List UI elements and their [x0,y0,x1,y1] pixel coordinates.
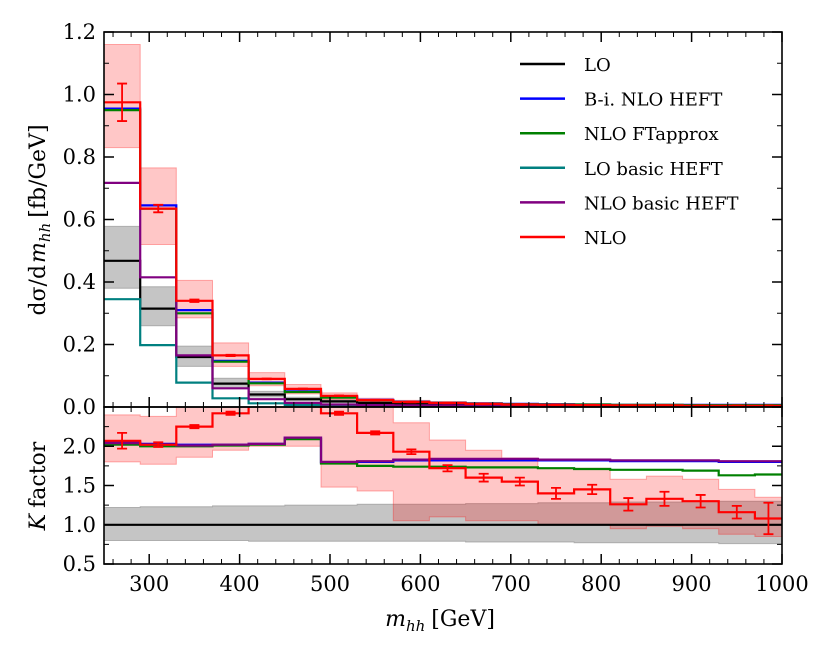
legend-item-lo: LO [520,55,611,76]
top-errorbar-18 [763,404,774,407]
legend-item-nlo: NLO [520,228,626,249]
top-errorbar-10 [478,402,489,406]
top-errorbar-15 [659,404,670,407]
top-errorbar-14 [623,404,634,407]
distribution-panel: 0.0 0.2 0.4 0.6 0.8 1.0 1.2 LO B-i. NLO HEFT NLO… [63,20,783,419]
xtick-label: 800 [581,572,621,596]
kfactor-errorbar-12 [551,486,561,500]
top-errorbar-17 [731,404,742,407]
xtick-label: 300 [129,572,169,596]
top-ytick-label: 0.6 [63,208,96,232]
top-errorbar-11 [514,403,525,406]
top-ytick-label: 0.4 [63,270,96,294]
kfactor-errorbar-8 [406,448,417,455]
xtick-label: 900 [672,572,712,596]
top-line-nlo [104,101,782,407]
k-factor-panel: 0.5 1.0 1.5 2.0 300 400 500 600 700 800 900 1000 [63,406,809,596]
bottom-panel-ticks: 0.5 1.0 1.5 2.0 300 400 500 600 700 800 900 1000 [63,406,809,596]
kfactor-errorbar-3 [225,410,236,416]
top-errorbar-1 [153,203,164,214]
top-errorbar-9 [442,401,453,405]
legend-label: B-i. NLO HEFT [584,90,722,111]
bottom-ytick-label: 0.5 [63,552,96,576]
top-errorbar-6 [334,394,345,397]
top-ytick-label: 1.0 [63,83,96,107]
top-errorbar-3 [225,353,236,357]
legend: LO B-i. NLO HEFT NLO FTapprox LO basic HEFT… [520,55,739,249]
kfactor-errorbar-0 [117,432,128,450]
top-ytick-label: 0.8 [63,145,96,169]
top-panel-ticks: 0.0 0.2 0.4 0.6 0.8 1.0 1.2 [63,20,783,419]
top-ytick-label: 0.0 [63,395,96,419]
bottom-y-axis-label: Kfactor [26,441,51,531]
kfactor-errorbar-7 [370,430,381,436]
kfactor-errorbar-17 [731,505,742,520]
bottom-axes-frame [103,406,783,565]
legend-item-lo-basic-heft: LO basic HEFT [520,159,723,180]
error-bars [117,82,774,407]
top-errorbar-12 [551,403,561,407]
kfactor-errorbar-13 [587,483,598,496]
kfactor-band-lo [104,500,782,545]
xtick-label: 1000 [755,572,808,596]
top-ytick-label: 0.2 [63,333,96,357]
top-errorbar-2 [189,298,200,303]
top-errorbar-4 [261,377,272,381]
kfactor-errorbar-16 [695,494,706,509]
legend-label: NLO [584,228,626,249]
kfactor-errorbar-6 [334,410,345,416]
xtick-label: 700 [491,572,531,596]
kfactor-errorbar-9 [442,464,453,473]
legend-label: NLO FTapprox [584,124,719,145]
top-errorbar-8 [406,400,417,404]
legend-label: NLO basic HEFT [584,193,739,214]
top-band-nlo [104,44,782,407]
legend-item-nlo-ftapprox: NLO FTapprox [520,124,719,145]
kfactor-errorbar-14 [623,497,634,512]
bottom-ytick-label: 2.0 [63,434,96,458]
kfactor-errorbar-2 [189,424,200,430]
kfactor-errorbar-10 [478,472,489,483]
top-y-axis-label: dσ/dmhh[fb/GeV] [26,124,54,315]
k-factor-error-bars [117,410,774,536]
bottom-ytick-label: 1.0 [63,513,96,537]
xtick-label: 400 [220,572,260,596]
kfactor-line-nlo-basic-heft [104,436,782,463]
legend-label: LO [584,55,611,76]
top-errorbar-0 [117,82,128,122]
top-errorbar-16 [695,404,706,407]
xtick-label: 500 [310,572,350,596]
top-ytick-label: 1.2 [63,20,96,44]
bottom-ytick-label: 1.5 [63,474,96,498]
xtick-label: 600 [400,572,440,596]
x-axis-label: mhh [GeV] [385,607,495,635]
top-errorbar-13 [587,403,598,407]
legend-item-nlo-basic-heft: NLO basic HEFT [520,193,739,214]
kfactor-errorbar-1 [153,441,164,448]
kfactor-errorbar-15 [659,490,670,507]
legend-label: LO basic HEFT [584,159,723,180]
legend-item-b-i-nlo-heft: B-i. NLO HEFT [520,90,722,111]
kfactor-errorbar-18 [763,501,774,536]
kfactor-errorbar-11 [514,476,525,487]
top-errorbar-7 [370,398,381,402]
top-errorbar-5 [297,387,308,391]
